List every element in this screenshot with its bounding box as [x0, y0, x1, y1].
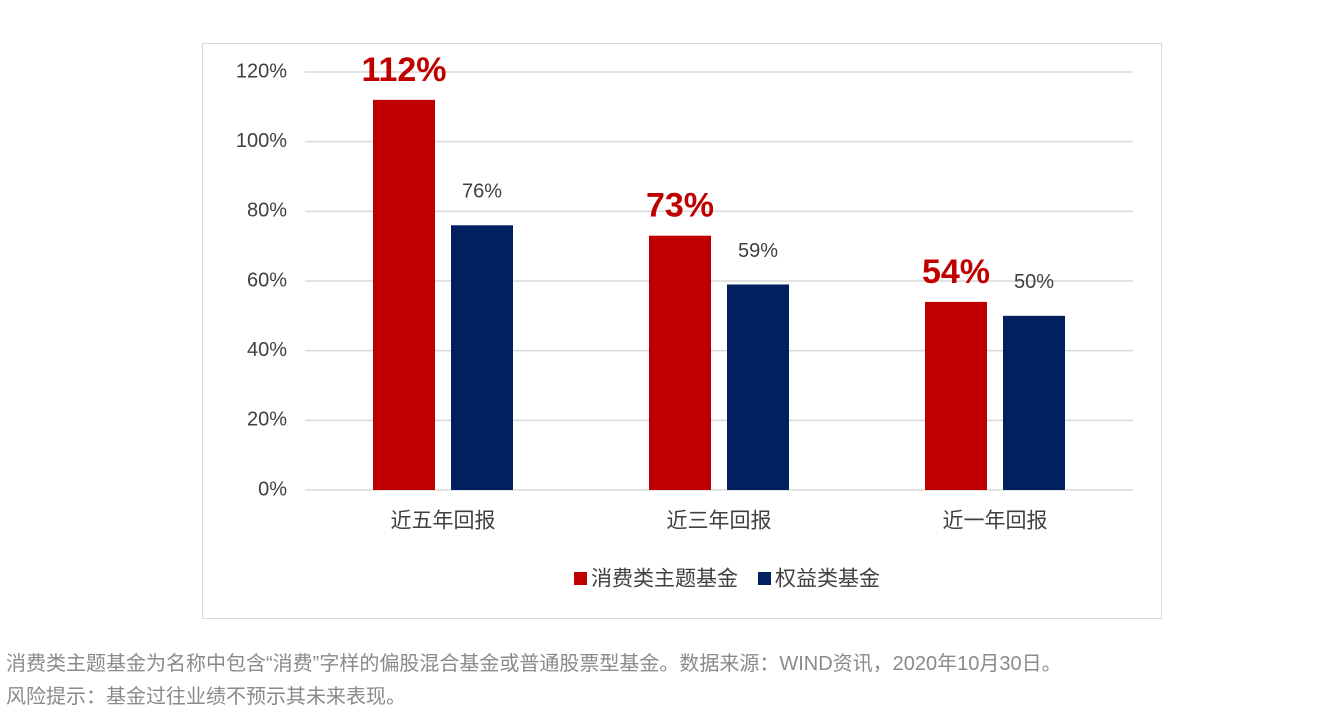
x-tick-label: 近一年回报 [943, 510, 1048, 533]
legend-label: 权益类基金 [775, 568, 880, 591]
bar [1003, 315, 1065, 490]
value-label: 76% [462, 181, 502, 203]
y-tick-label: 80% [247, 200, 287, 222]
value-label: 73% [646, 187, 714, 225]
value-label: 50% [1014, 271, 1054, 293]
y-tick-label: 100% [236, 130, 287, 152]
bar [649, 235, 711, 490]
value-label: 54% [922, 253, 990, 291]
x-tick-label: 近五年回报 [391, 510, 496, 533]
value-label: 59% [738, 240, 778, 262]
value-label: 112% [361, 51, 446, 89]
source-note: 消费类主题基金为名称中包含“消费”字样的偏股混合基金或普通股票型基金。数据来源：… [6, 653, 1062, 675]
y-tick-label: 120% [236, 60, 287, 82]
bar [925, 301, 987, 490]
legend-swatch [758, 572, 771, 585]
y-tick-label: 40% [247, 339, 287, 361]
bar [373, 99, 435, 490]
y-tick-label: 60% [247, 269, 287, 291]
legend-swatch [574, 572, 587, 585]
y-tick-label: 20% [247, 409, 287, 431]
chart: 0% 20% 40% 60% 80% 100% 120% 近五年回报 112% 76% 近三年回报 7… [202, 43, 1162, 619]
bar [451, 225, 513, 490]
x-tick-label: 近三年回报 [667, 510, 772, 533]
legend-label: 消费类主题基金 [591, 568, 738, 591]
bar [727, 284, 789, 490]
y-tick-label: 0% [258, 478, 287, 500]
risk-note: 风险提示：基金过往业绩不预示其未来表现。 [6, 686, 406, 708]
